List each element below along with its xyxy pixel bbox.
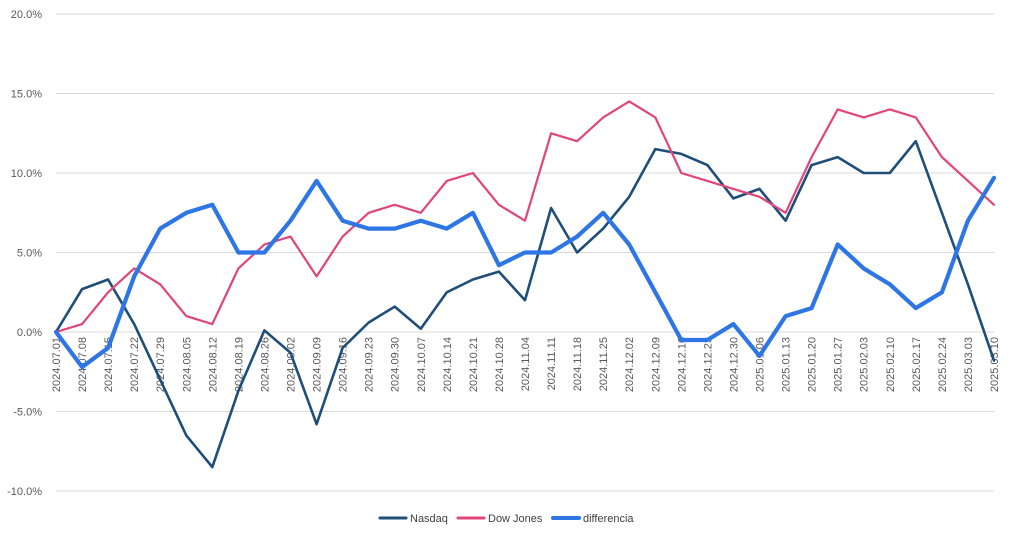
- legend-label: differencia: [583, 513, 634, 525]
- legend: Nasdaq Dow Jones differencia: [378, 513, 634, 525]
- x-tick-label: 2024.11.18: [572, 337, 584, 391]
- y-tick-label: 10.0%: [11, 168, 42, 180]
- x-tick-label: 2025.03.10: [989, 337, 1001, 392]
- x-tick-label: 2024.12.09: [650, 337, 662, 392]
- x-tick-label: 2025.02.24: [937, 337, 949, 392]
- x-tick-label: 2024.12.30: [728, 337, 740, 392]
- x-tick-label: 2024.11.25: [598, 337, 610, 391]
- series-lines: [53, 100, 997, 469]
- x-tick-label: 2024.09.09: [312, 337, 324, 392]
- x-tick-label: 2024.08.19: [233, 337, 245, 392]
- x-tick-label: 2024.10.14: [442, 337, 454, 392]
- legend-label: Dow Jones: [488, 513, 543, 525]
- legend-label: Nasdaq: [410, 513, 448, 525]
- y-tick-label: 5.0%: [17, 248, 42, 260]
- x-tick-label: 2024.07.01: [51, 337, 63, 392]
- x-tick-label: 2024.09.23: [364, 337, 376, 392]
- x-tick-label: 2025.01.13: [781, 337, 793, 392]
- x-tick-label: 2024.07.22: [129, 337, 141, 392]
- x-tick-label: 2024.12.16: [676, 337, 688, 392]
- x-tick-label: 2024.10.28: [494, 337, 506, 392]
- x-tick-label: 2025.02.10: [885, 337, 897, 392]
- x-tick-label: 2024.09.30: [390, 337, 402, 392]
- x-tick-label: 2024.08.05: [181, 337, 193, 392]
- y-tick-label: 0.0%: [17, 327, 42, 339]
- x-tick-label: 2025.01.20: [807, 337, 819, 392]
- y-tick-label: -10.0%: [7, 486, 42, 498]
- y-tick-label: -5.0%: [13, 407, 42, 419]
- x-axis-ticks: 2024.07.01 2024.07.08 2024.07.15 2024.07.22…: [51, 337, 1001, 392]
- x-tick-label: 2024.11.11: [546, 337, 558, 390]
- x-tick-label: 2025.02.03: [859, 337, 871, 392]
- gridlines: [56, 13, 994, 492]
- x-tick-label: 2024.10.07: [416, 337, 428, 392]
- x-tick-label: 2024.10.21: [468, 337, 480, 392]
- x-tick-label: 2024.11.04: [520, 337, 532, 391]
- y-axis-ticks: 20.0% 15.0% 10.0% 5.0% 0.0% -5.0% -10.0%: [7, 9, 42, 498]
- series-line-differencia: [53, 175, 997, 370]
- x-tick-label: 2025.01.27: [833, 337, 845, 392]
- x-tick-label: 2025.03.03: [963, 337, 975, 392]
- x-tick-label: 2024.08.26: [259, 337, 271, 392]
- x-tick-label: 2025.02.17: [911, 337, 923, 392]
- x-tick-label: 2024.08.12: [207, 337, 219, 392]
- x-tick-label: 2024.12.02: [624, 337, 636, 392]
- y-tick-label: 20.0%: [11, 9, 42, 21]
- y-tick-label: 15.0%: [11, 89, 42, 101]
- series-line-nasdaq: [54, 139, 996, 469]
- series-line-dow-jones: [54, 100, 996, 334]
- x-tick-label: 2024.12.23: [702, 337, 714, 392]
